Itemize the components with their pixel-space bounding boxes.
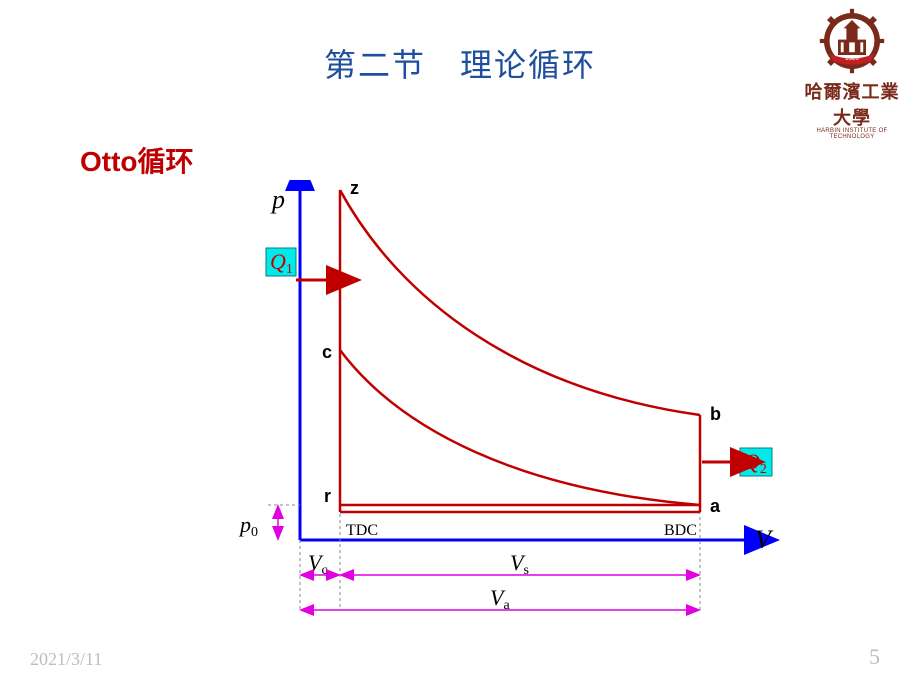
footer-page: 5 — [869, 644, 880, 670]
logo-name-en: HARBIN INSTITUTE OF TECHNOLOGY — [802, 128, 902, 140]
point-b: b — [710, 404, 721, 424]
footer-date: 2021/3/11 — [30, 649, 102, 670]
tdc-label: TDC — [346, 522, 378, 539]
otto-cycle-pv-diagram: z c r b a p V p0 TDC BDC Q1 Q2 Vc Vs Va — [220, 180, 780, 650]
cycle-zb — [340, 190, 700, 415]
point-c: c — [322, 342, 332, 362]
p-axis-label: p — [270, 185, 285, 214]
slide-subtitle: Otto循环 — [80, 140, 194, 180]
p0-label: p0 — [238, 512, 258, 540]
logo-name-cn: 哈爾濱工業大學 — [802, 78, 902, 130]
cycle-ca — [340, 350, 700, 505]
logo-emblem-icon: 1920 — [817, 6, 887, 76]
logo-year: 1920 — [845, 55, 860, 62]
vc-label: Vc — [308, 550, 328, 578]
v-axis-label: V — [755, 525, 774, 554]
bdc-label: BDC — [664, 522, 697, 539]
point-r: r — [324, 486, 331, 506]
slide-title: 第二节 理论循环 — [0, 40, 920, 86]
university-logo: 1920 哈爾濱工業大學 HARBIN INSTITUTE OF TECHNOL… — [802, 6, 902, 140]
va-label: Va — [490, 585, 510, 613]
vs-label: Vs — [510, 550, 529, 578]
point-z: z — [350, 180, 359, 198]
point-a: a — [710, 496, 721, 516]
